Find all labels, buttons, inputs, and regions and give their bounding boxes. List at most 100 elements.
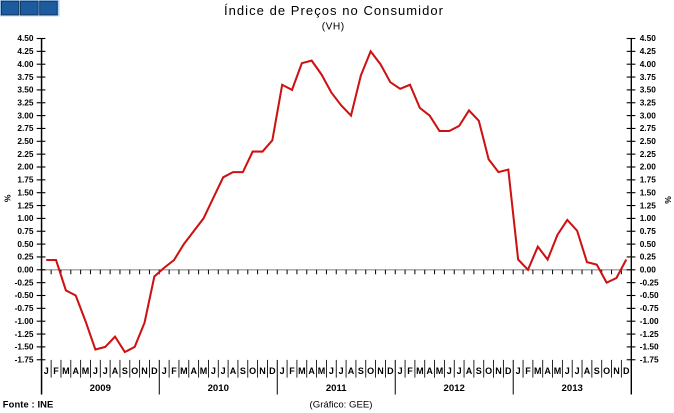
- svg-text:O: O: [367, 366, 374, 376]
- svg-text:-1.50: -1.50: [640, 342, 659, 352]
- svg-text:1.75: 1.75: [640, 175, 657, 185]
- svg-text:0.25: 0.25: [17, 252, 34, 262]
- svg-text:F: F: [53, 366, 59, 376]
- svg-text:M: M: [298, 366, 306, 376]
- svg-text:3.25: 3.25: [640, 97, 657, 107]
- svg-text:1.75: 1.75: [17, 175, 34, 185]
- svg-text:N: N: [377, 366, 384, 376]
- svg-text:D: D: [387, 366, 394, 376]
- svg-text:J: J: [565, 366, 570, 376]
- svg-text:M: M: [82, 366, 90, 376]
- svg-text:-0.50: -0.50: [640, 290, 659, 300]
- svg-text:A: A: [584, 366, 591, 376]
- svg-text:O: O: [485, 366, 492, 376]
- svg-text:-1.00: -1.00: [640, 316, 659, 326]
- svg-text:A: A: [308, 366, 315, 376]
- svg-text:O: O: [131, 366, 138, 376]
- svg-text:S: S: [358, 366, 364, 376]
- svg-text:1.50: 1.50: [640, 187, 657, 197]
- svg-text:-0.50: -0.50: [15, 290, 34, 300]
- svg-text:0.75: 0.75: [640, 226, 657, 236]
- svg-text:-1.75: -1.75: [640, 354, 659, 364]
- svg-text:D: D: [269, 366, 276, 376]
- svg-text:2.75: 2.75: [17, 123, 34, 133]
- svg-text:J: J: [93, 366, 98, 376]
- svg-text:-1.00: -1.00: [15, 316, 34, 326]
- svg-text:-0.75: -0.75: [15, 303, 34, 313]
- svg-text:S: S: [240, 366, 246, 376]
- svg-text:2011: 2011: [326, 383, 347, 394]
- svg-text:A: A: [348, 366, 355, 376]
- svg-text:M: M: [436, 366, 444, 376]
- svg-text:S: S: [122, 366, 128, 376]
- svg-text:1.25: 1.25: [640, 200, 657, 210]
- svg-text:M: M: [180, 366, 188, 376]
- svg-text:-1.75: -1.75: [15, 354, 34, 364]
- svg-text:S: S: [594, 366, 600, 376]
- svg-text:S: S: [476, 366, 482, 376]
- svg-text:M: M: [554, 366, 562, 376]
- svg-text:N: N: [613, 366, 620, 376]
- svg-text:Fonte : INE: Fonte : INE: [3, 399, 54, 410]
- svg-text:J: J: [44, 366, 49, 376]
- svg-text:J: J: [398, 366, 403, 376]
- svg-text:3.25: 3.25: [17, 97, 34, 107]
- svg-text:D: D: [151, 366, 158, 376]
- svg-text:0.00: 0.00: [640, 265, 657, 275]
- svg-text:1.50: 1.50: [17, 187, 34, 197]
- svg-text:J: J: [447, 366, 452, 376]
- svg-text:-1.25: -1.25: [640, 329, 659, 339]
- svg-text:A: A: [190, 366, 197, 376]
- svg-text:2012: 2012: [444, 383, 465, 394]
- svg-text:D: D: [505, 366, 512, 376]
- svg-text:A: A: [112, 366, 119, 376]
- svg-text:2013: 2013: [562, 383, 583, 394]
- svg-text:(VH): (VH): [322, 22, 345, 33]
- svg-text:2.50: 2.50: [640, 136, 657, 146]
- svg-text:2.00: 2.00: [17, 162, 34, 172]
- svg-text:F: F: [289, 366, 295, 376]
- svg-text:3.00: 3.00: [640, 110, 657, 120]
- svg-text:D: D: [623, 366, 630, 376]
- svg-text:%: %: [3, 194, 13, 202]
- svg-text:J: J: [516, 366, 521, 376]
- svg-text:4.50: 4.50: [640, 33, 657, 43]
- svg-text:N: N: [495, 366, 502, 376]
- svg-text:A: A: [426, 366, 433, 376]
- svg-text:4.00: 4.00: [640, 59, 657, 69]
- svg-text:0.75: 0.75: [17, 226, 34, 236]
- svg-text:A: A: [544, 366, 551, 376]
- svg-text:1.25: 1.25: [17, 200, 34, 210]
- svg-text:J: J: [329, 366, 334, 376]
- svg-text:4.25: 4.25: [640, 46, 657, 56]
- svg-text:0.25: 0.25: [640, 252, 657, 262]
- svg-text:F: F: [407, 366, 413, 376]
- svg-text:-0.25: -0.25: [640, 277, 659, 287]
- svg-text:N: N: [141, 366, 148, 376]
- svg-text:2.00: 2.00: [640, 162, 657, 172]
- svg-text:%: %: [663, 196, 673, 204]
- svg-text:3.00: 3.00: [17, 110, 34, 120]
- svg-text:O: O: [249, 366, 256, 376]
- svg-text:4.25: 4.25: [17, 46, 34, 56]
- svg-text:2.75: 2.75: [640, 123, 657, 133]
- svg-text:0.50: 0.50: [640, 239, 657, 249]
- svg-text:-1.25: -1.25: [15, 329, 34, 339]
- svg-text:M: M: [318, 366, 326, 376]
- svg-text:M: M: [62, 366, 70, 376]
- svg-text:3.75: 3.75: [17, 72, 34, 82]
- svg-text:J: J: [162, 366, 167, 376]
- svg-text:O: O: [603, 366, 610, 376]
- svg-text:2010: 2010: [208, 383, 229, 394]
- svg-text:-1.50: -1.50: [15, 342, 34, 352]
- svg-text:4.50: 4.50: [17, 33, 34, 43]
- svg-text:3.50: 3.50: [17, 85, 34, 95]
- svg-text:(Gráfico: GEE): (Gráfico: GEE): [310, 400, 373, 411]
- svg-text:2009: 2009: [90, 383, 111, 394]
- svg-text:0.50: 0.50: [17, 239, 34, 249]
- svg-text:F: F: [525, 366, 531, 376]
- svg-text:-0.25: -0.25: [15, 277, 34, 287]
- svg-text:2.25: 2.25: [640, 149, 657, 159]
- svg-text:J: J: [575, 366, 580, 376]
- svg-text:J: J: [221, 366, 226, 376]
